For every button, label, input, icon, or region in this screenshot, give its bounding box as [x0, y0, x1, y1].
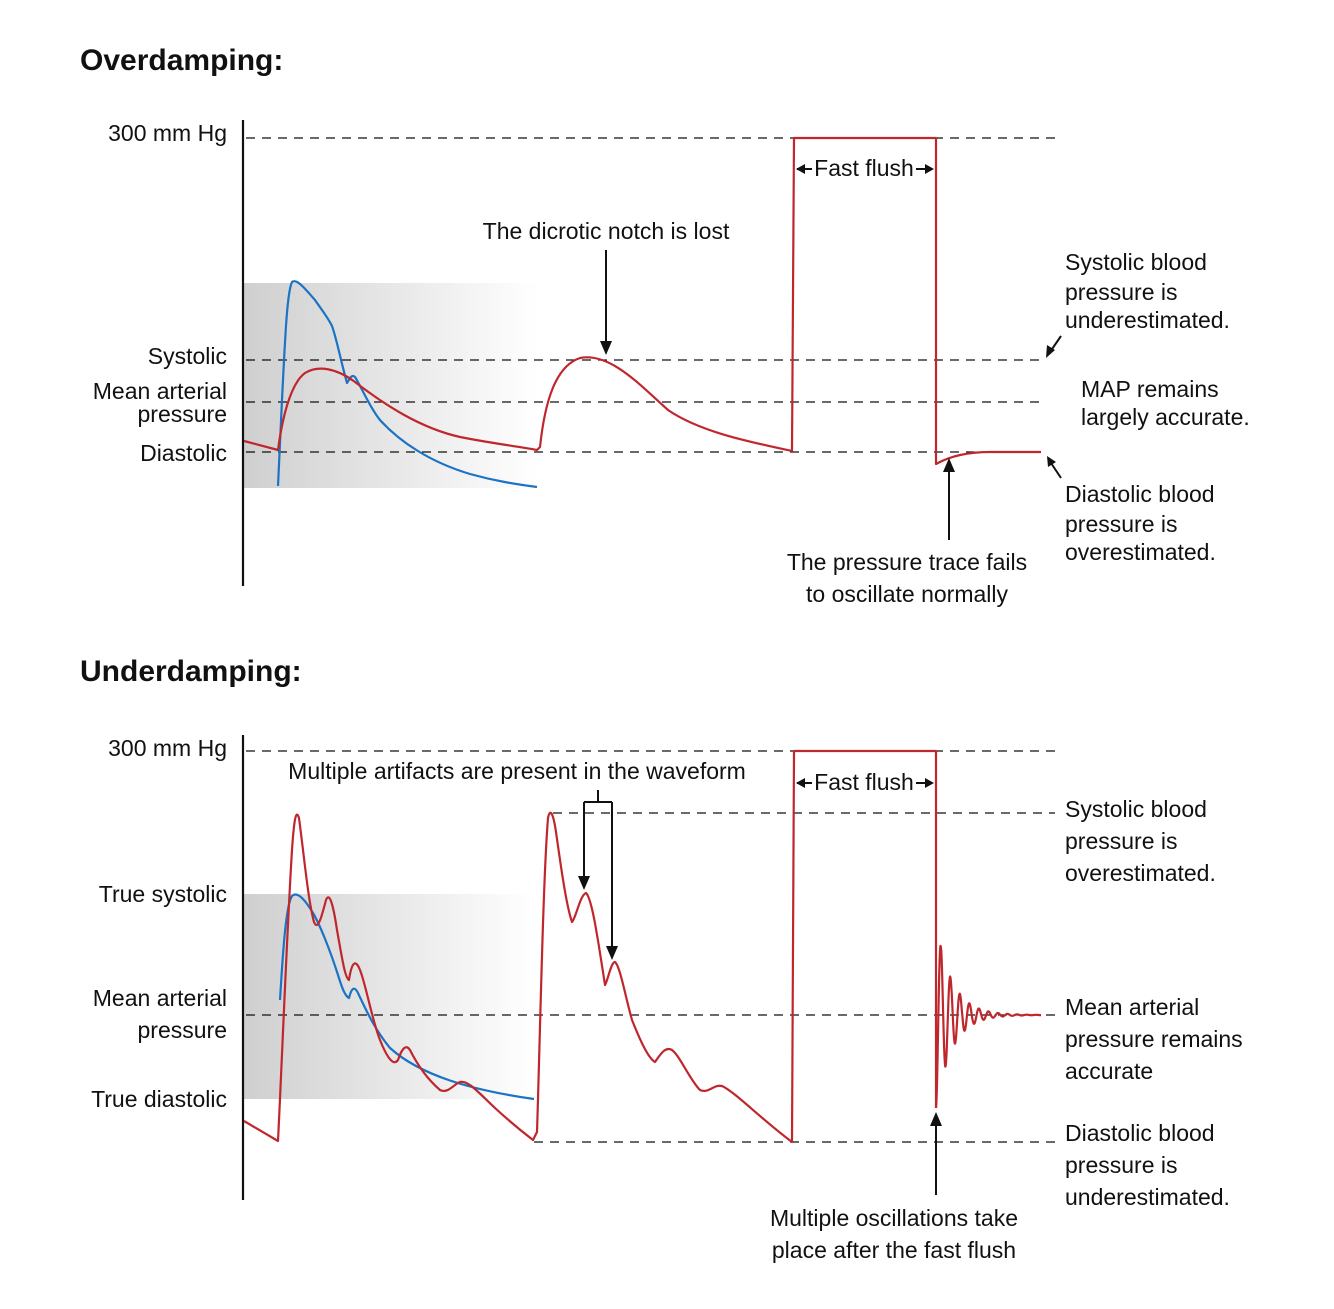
- under-artifacts-bracket: [583, 790, 613, 948]
- over-trace-arrowhead: [943, 458, 955, 472]
- under-systolic-note-2: pressure is: [1065, 828, 1177, 854]
- over-diastolic-note-arrowhead: [1047, 456, 1056, 467]
- underdamping-title: Underdamping:: [80, 655, 302, 688]
- under-artifacts-arrowhead-1: [578, 876, 590, 890]
- under-flush-oscillation: [934, 944, 1042, 1109]
- over-measured-waveform: [243, 136, 1041, 466]
- under-diastolic-note-2: pressure is: [1065, 1152, 1177, 1178]
- overdamping-title: Overdamping:: [80, 44, 283, 77]
- under-measured-waveform: [243, 749, 938, 1144]
- over-map-label-1: Mean arterial: [93, 378, 227, 404]
- over-true-waveform: [276, 280, 538, 489]
- under-true-systolic-label: True systolic: [99, 881, 227, 907]
- over-map-label-2: pressure: [138, 401, 227, 427]
- under-fast-flush-left-arrowhead: [796, 778, 805, 788]
- under-fast-flush-label: Fast flush: [814, 769, 914, 795]
- over-diastolic-note-1: Diastolic blood: [1065, 481, 1215, 507]
- under-map-note-2: pressure remains: [1065, 1026, 1243, 1052]
- under-oscillation-arrowhead: [930, 1112, 942, 1126]
- over-diastolic-note-arrow: [1050, 462, 1062, 479]
- under-map-label-1: Mean arterial: [93, 985, 227, 1011]
- over-notch-callout: The dicrotic notch is lost: [483, 218, 730, 244]
- under-systolic-note-1: Systolic blood: [1065, 796, 1207, 822]
- over-trace-callout-1: The pressure trace fails: [787, 549, 1027, 575]
- over-true-range-shading: [244, 283, 538, 488]
- under-oscillation-callout-2: place after the fast flush: [772, 1237, 1016, 1263]
- over-diastolic-note-2: pressure is: [1065, 511, 1177, 537]
- under-diastolic-note-1: Diastolic blood: [1065, 1120, 1215, 1146]
- under-map-note-3: accurate: [1065, 1058, 1153, 1084]
- over-300-label: 300 mm Hg: [108, 120, 227, 146]
- over-fast-flush-label: Fast flush: [814, 155, 914, 181]
- over-systolic-note-2: pressure is: [1065, 279, 1177, 305]
- over-fast-flush-right-arrowhead: [925, 164, 934, 174]
- over-map-note-2: largely accurate.: [1081, 404, 1250, 430]
- under-map-note-1: Mean arterial: [1065, 994, 1199, 1020]
- under-true-waveform: [278, 893, 535, 1101]
- under-fast-flush-right-arrowhead: [925, 778, 934, 788]
- under-map-label-2: pressure: [138, 1017, 227, 1043]
- over-notch-arrowhead: [600, 341, 612, 355]
- over-diastolic-label: Diastolic: [140, 440, 227, 466]
- over-systolic-label: Systolic: [148, 343, 227, 369]
- under-true-range-shading: [244, 894, 534, 1099]
- under-artifacts-arrowhead-2: [606, 946, 618, 960]
- over-trace-callout-2: to oscillate normally: [806, 581, 1008, 607]
- under-oscillation-callout-1: Multiple oscillations take: [770, 1205, 1018, 1231]
- over-map-note-1: MAP remains: [1081, 376, 1219, 402]
- over-systolic-note-1: Systolic blood: [1065, 249, 1207, 275]
- over-diastolic-note-3: overestimated.: [1065, 539, 1216, 565]
- under-300-label: 300 mm Hg: [108, 735, 227, 761]
- under-systolic-note-3: overestimated.: [1065, 860, 1216, 886]
- under-artifacts-callout: Multiple artifacts are present in the wa…: [288, 758, 746, 784]
- under-diastolic-note-3: underestimated.: [1065, 1184, 1230, 1210]
- over-systolic-note-arrowhead: [1046, 345, 1055, 358]
- under-true-diastolic-label: True diastolic: [91, 1086, 227, 1112]
- over-fast-flush-left-arrowhead: [796, 164, 805, 174]
- over-systolic-note-3: underestimated.: [1065, 307, 1230, 333]
